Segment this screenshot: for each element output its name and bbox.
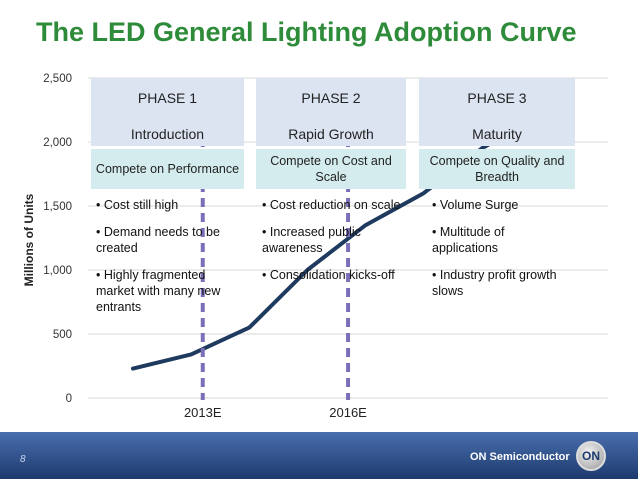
phase-1-bullets: • Cost still high • Demand needs to be c… [96,197,244,326]
phase-1-bullet: • Demand needs to be created [96,225,220,255]
phase-2-bullets: • Cost reduction on scale • Increased pu… [262,197,402,294]
phase-1-header: PHASE 1 Introduction [91,78,244,146]
phase-3-bullet: • Multitude of applications [432,225,505,255]
brand-logo-icon: ON [576,441,606,471]
phase-1-bullet: • Highly fragmented market with many new… [96,268,221,314]
y-tick-label: 2,500 [43,73,72,85]
phase-2-header: PHASE 2 Rapid Growth [256,78,406,146]
phase-3-subtitle: Maturity [472,126,522,142]
phase-1-strategy: Compete on Performance [91,149,244,189]
logo-text: ON [582,449,600,463]
divider-label: 2013E [184,405,222,420]
phase-2-subtitle: Rapid Growth [288,126,374,142]
y-tick-label: 0 [66,393,72,405]
phase-3-header: PHASE 3 Maturity [419,78,575,146]
phase-2-bullet: • Cost reduction on scale [262,198,401,212]
phase-3-bullet: • Industry profit growth slows [432,268,557,298]
page-number: 8 [20,454,26,465]
phase-1-name: PHASE 1 [137,90,198,106]
y-tick-label: 1,500 [43,201,72,213]
slide-title: The LED General Lighting Adoption Curve [36,17,577,47]
y-axis-ticks: 0 500 1,000 1,500 2,000 2,500 [43,73,72,405]
y-tick-label: 2,000 [43,137,72,149]
phase-3-bullet: • Volume Surge [432,198,519,212]
phase-1-bullet: • Cost still high [96,198,179,212]
divider-label: 2016E [329,405,367,420]
phase-1-subtitle: Introduction [130,126,205,142]
brand-name: ON Semiconductor [470,451,570,463]
y-axis-label: Millions of Units [22,193,36,286]
phase-2-name: PHASE 2 [301,90,361,106]
phase-2-bullet: • Increased public awareness [262,225,361,255]
footer-bar [0,432,638,479]
y-tick-label: 1,000 [43,265,72,277]
phase-3-strategy: Compete on Quality and Breadth [419,149,575,189]
phase-3-name: PHASE 3 [467,90,527,106]
phase-2-bullet: • Consolidation kicks-off [262,268,395,282]
phase-2-strategy: Compete on Cost and Scale [256,149,406,189]
phase-3-bullets: • Volume Surge • Multitude of applicatio… [432,197,572,310]
y-tick-label: 500 [53,329,72,341]
